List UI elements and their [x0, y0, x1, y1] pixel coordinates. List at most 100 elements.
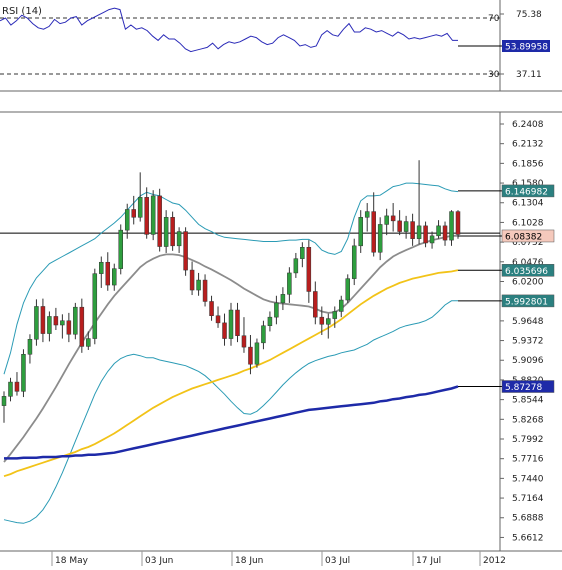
- candle-body: [267, 316, 273, 326]
- candle-body: [8, 381, 13, 397]
- candle-body: [326, 318, 331, 325]
- value-tag: 5.992801: [458, 294, 555, 307]
- candle: [436, 220, 441, 239]
- value-tag-label: 5.87278: [505, 383, 542, 393]
- candle: [66, 312, 72, 343]
- lower-band-line: [3, 300, 458, 524]
- candle-body: [150, 195, 156, 235]
- candle: [183, 227, 188, 276]
- candle-body: [261, 325, 266, 344]
- time-tick-label: 17 Jul: [416, 556, 441, 566]
- time-axis-labels: 18 May 03 Jun 18 Jun 03 Jul 17 Jul 2012: [51, 551, 506, 566]
- candle-body: [222, 322, 227, 339]
- candle-body: [241, 335, 247, 348]
- price-tick-label: 5.7440: [512, 474, 544, 484]
- candle-body: [429, 235, 435, 244]
- candle-body: [436, 225, 441, 237]
- price-tick-label: 5.7992: [512, 435, 544, 445]
- candle: [170, 211, 175, 251]
- candle-body: [423, 225, 428, 244]
- candle: [47, 311, 52, 342]
- candle: [332, 306, 338, 328]
- candle: [92, 268, 98, 345]
- candle-body: [215, 315, 221, 324]
- candle-body: [47, 316, 52, 334]
- candle-body: [209, 301, 214, 316]
- candle-body: [345, 278, 350, 301]
- candle-body: [66, 320, 72, 335]
- candle: [293, 252, 299, 278]
- rsi-axis-ticks: 75.38 37.11: [500, 10, 542, 80]
- candle: [345, 274, 350, 303]
- sma-yellow-line: [3, 269, 459, 478]
- price-tick-label: 5.8544: [512, 396, 544, 406]
- candle-body: [287, 272, 292, 295]
- candle-body: [416, 225, 422, 239]
- candle-body: [300, 247, 305, 259]
- candle: [196, 272, 201, 296]
- candle-body: [339, 299, 344, 312]
- candle-body: [92, 273, 98, 339]
- price-tick-label: 6.1856: [512, 159, 544, 169]
- candle-body: [455, 211, 461, 235]
- candle-body: [196, 279, 201, 291]
- rsi-current-value: 53.89958: [505, 43, 548, 53]
- candle-body: [202, 279, 208, 302]
- candlesticks: [1, 160, 461, 423]
- candle-body: [403, 221, 409, 232]
- candle: [163, 210, 169, 253]
- candle: [326, 313, 331, 339]
- candle-body: [371, 211, 376, 253]
- rsi-title: RSI (14): [2, 6, 42, 17]
- candle-body: [176, 231, 182, 247]
- candle-body: [293, 258, 299, 274]
- candle-body: [319, 316, 325, 325]
- value-tag-label: 6.08382: [505, 232, 542, 242]
- value-tag-box: [501, 380, 555, 393]
- candle-body: [332, 311, 338, 319]
- rsi-series-line: [0, 7, 458, 53]
- candle: [189, 261, 195, 296]
- candle: [105, 252, 111, 291]
- candle: [40, 298, 46, 343]
- candle-body: [170, 217, 175, 247]
- candle: [339, 295, 344, 318]
- candle-body: [73, 306, 78, 335]
- rsi-tick-label: 37.11: [516, 70, 542, 80]
- candle: [397, 210, 402, 236]
- indicator-overlays: [3, 182, 459, 524]
- value-tag-box: [501, 184, 555, 198]
- candle-body: [351, 245, 357, 279]
- candle-body: [14, 381, 20, 392]
- price-tick-label: 5.6612: [512, 533, 544, 543]
- value-tag-box: [501, 264, 555, 277]
- candle: [209, 295, 214, 321]
- rsi-plot-area: [0, 0, 500, 91]
- candle: [99, 256, 104, 288]
- candle-body: [364, 211, 370, 218]
- candle: [351, 238, 357, 286]
- candle-body: [131, 209, 136, 218]
- candle-body: [189, 269, 195, 291]
- candle: [371, 192, 376, 257]
- candle-body: [1, 396, 7, 406]
- candle: [8, 377, 13, 402]
- candle: [384, 208, 389, 236]
- candle: [267, 311, 273, 332]
- candle: [118, 224, 123, 275]
- candle: [319, 306, 325, 335]
- candle: [60, 314, 65, 339]
- candle-body: [280, 294, 286, 304]
- time-tick-label: 2012: [483, 556, 506, 566]
- candle-body: [228, 309, 234, 339]
- candle-body: [124, 209, 130, 231]
- price-tick-label: 6.1304: [512, 199, 544, 209]
- candle: [137, 172, 143, 222]
- candle-body: [390, 215, 396, 222]
- rsi-current-tag: 53.89958: [502, 40, 550, 53]
- price-tick-label: 5.7164: [512, 494, 544, 504]
- sma-blue-line: [4, 385, 459, 460]
- candle: [202, 274, 208, 307]
- price-tick-label: 6.0752: [512, 238, 544, 248]
